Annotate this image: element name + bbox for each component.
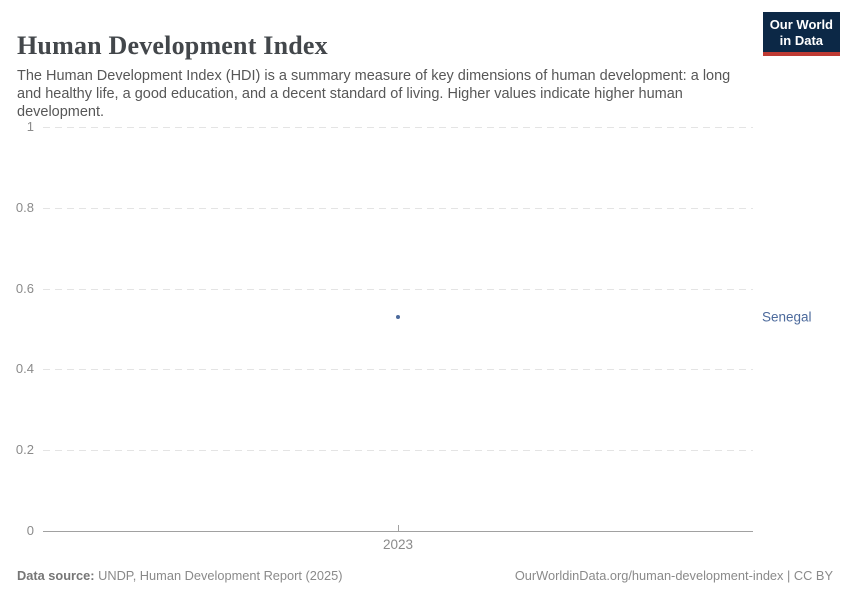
y-axis-tick-label: 1	[26, 118, 34, 134]
y-axis-tick-label: 0.4	[15, 361, 34, 377]
owid-logo-line1: Our World	[769, 17, 833, 32]
page-title: Human Development Index	[17, 31, 328, 61]
x-axis-line	[43, 531, 753, 532]
x-axis-tick-label: 2023	[382, 537, 414, 552]
owid-logo-line2: in Data	[779, 33, 824, 48]
data-source-note: Data source: UNDP, Human Development Rep…	[17, 568, 343, 583]
y-axis-tick-label: 0.2	[15, 441, 34, 457]
gridline	[43, 288, 753, 290]
gridline	[43, 369, 753, 371]
owid-logo[interactable]: Our World in Data	[762, 12, 840, 56]
chart-footer: Data source: UNDP, Human Development Rep…	[17, 568, 833, 583]
data-point-senegal[interactable]	[396, 314, 400, 319]
y-axis-tick-label: 0.8	[15, 199, 34, 215]
gridline	[43, 450, 753, 452]
chart-subtitle: The Human Development Index (HDI) is a s…	[17, 67, 731, 120]
data-source-label: Data source:	[17, 568, 95, 583]
y-axis-tick-label: 0.6	[15, 280, 34, 296]
plot-area: 2023 Senegal 1 0.8 0.6 0.4 0.2 0	[16, 119, 812, 552]
entity-label-senegal[interactable]: Senegal	[762, 309, 812, 325]
credit-link[interactable]: OurWorldinData.org/human-development-ind…	[514, 568, 833, 583]
gridline	[43, 207, 753, 209]
x-axis-tick-mark	[398, 525, 399, 531]
data-source-text: UNDP, Human Development Report (2025)	[94, 568, 343, 583]
gridline	[43, 127, 753, 128]
y-axis-tick-label: 0	[26, 522, 34, 538]
